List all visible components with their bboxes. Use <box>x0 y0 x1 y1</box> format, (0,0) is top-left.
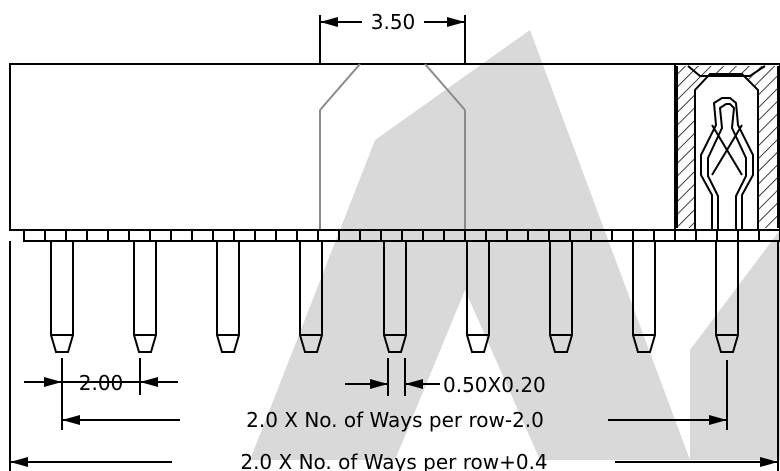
pin-7 <box>549 241 573 353</box>
pin-9 <box>715 241 739 353</box>
pins-group <box>50 241 739 353</box>
pin-8 <box>632 241 656 353</box>
dim-label-pitch: 2.00 <box>79 371 124 395</box>
pin-4 <box>299 241 323 353</box>
dim-label-overall-length: 2.0 X No. of Ways per row+0.4 <box>240 450 547 471</box>
pin-2 <box>133 241 157 353</box>
pin-3 <box>216 241 240 353</box>
dim-label-pin-size: 0.50X0.20 <box>443 373 546 397</box>
dim-label-top-width: 3.50 <box>371 10 416 34</box>
pin-6 <box>466 241 490 353</box>
pin-5 <box>383 241 407 353</box>
dimension-lines <box>9 15 779 471</box>
dim-label-inner-span: 2.0 X No. of Ways per row-2.0 <box>246 408 544 432</box>
center-hidden-feature <box>319 63 466 230</box>
contact-spring <box>700 97 754 230</box>
pin-1 <box>50 241 74 353</box>
standoff-rail <box>23 229 780 242</box>
